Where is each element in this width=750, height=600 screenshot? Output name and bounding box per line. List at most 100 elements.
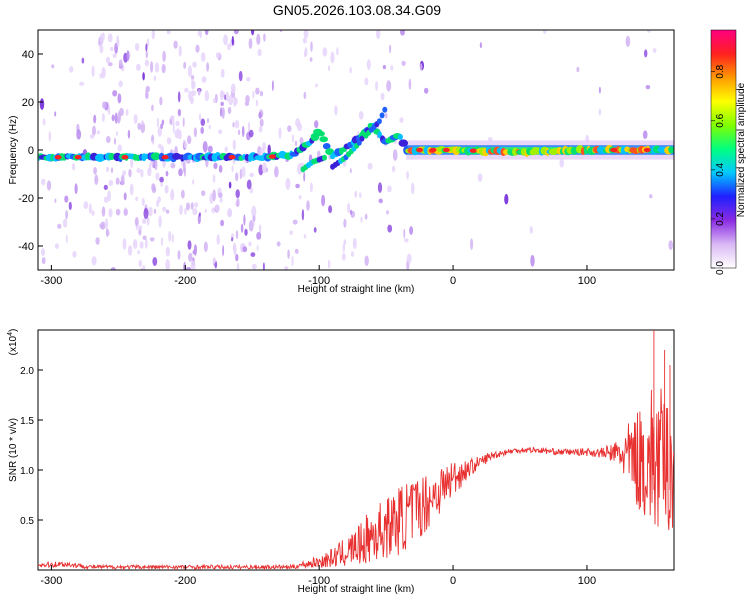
noise-speckle — [177, 108, 182, 117]
noise-speckle — [321, 194, 326, 207]
noise-speckle — [244, 228, 248, 236]
carrier-blob — [325, 148, 334, 156]
noise-speckle — [644, 49, 648, 58]
y-tick-label: 20 — [22, 97, 34, 109]
noise-speckle — [543, 30, 547, 34]
noise-speckle — [42, 118, 46, 126]
noise-speckle — [347, 202, 351, 214]
noise-speckle — [201, 190, 206, 197]
noise-speckle — [142, 235, 147, 241]
noise-speckle — [378, 198, 383, 204]
noise-speckle — [303, 171, 306, 182]
x-tick-label: 100 — [578, 575, 596, 587]
noise-speckle — [387, 224, 393, 233]
noise-speckle — [160, 237, 164, 247]
noise-speckle — [359, 192, 362, 199]
noise-speckle — [202, 141, 208, 153]
noise-speckle — [247, 121, 251, 134]
noise-speckle — [246, 77, 251, 82]
noise-speckle — [207, 118, 209, 124]
noise-speckle — [235, 172, 239, 182]
noise-speckle — [222, 245, 225, 257]
noise-speckle — [177, 250, 181, 260]
noise-speckle — [647, 30, 651, 33]
noise-speckle — [117, 144, 123, 152]
noise-speckle — [220, 101, 224, 107]
noise-speckle — [177, 127, 180, 135]
noise-speckle — [387, 185, 392, 193]
carrier-peak — [161, 155, 169, 160]
noise-speckle — [169, 118, 173, 125]
noise-speckle — [110, 46, 114, 52]
spectrogram-y-ticks: -40 -20 0 20 40 — [18, 49, 43, 253]
branch-blob — [382, 106, 388, 113]
noise-speckle — [258, 224, 262, 235]
snr-y-ticks: 0.5 1.0 1.5 2.0 — [20, 366, 43, 527]
noise-speckle — [117, 39, 120, 48]
noise-speckle — [183, 142, 188, 148]
noise-speckle — [62, 218, 68, 228]
noise-speckle — [46, 180, 52, 191]
x-tick-label: -300 — [40, 575, 62, 587]
noise-speckle — [157, 126, 162, 137]
noise-speckle — [334, 105, 338, 116]
noise-speckle — [158, 143, 162, 149]
noise-speckle — [150, 61, 154, 73]
noise-speckle — [231, 237, 234, 242]
noise-speckle — [68, 201, 72, 211]
noise-speckle — [129, 183, 134, 196]
noise-speckle — [65, 234, 68, 244]
noise-speckle — [259, 90, 264, 97]
noise-speckle — [211, 207, 216, 214]
noise-speckle — [159, 96, 163, 106]
noise-speckle — [146, 216, 150, 226]
noise-speckle — [295, 118, 301, 128]
noise-speckle — [386, 80, 392, 92]
noise-speckle — [193, 127, 197, 138]
noise-speckle — [114, 112, 118, 124]
noise-speckle — [161, 63, 166, 74]
noise-speckle — [375, 81, 379, 91]
noise-speckle — [354, 190, 358, 198]
noise-speckle — [380, 92, 385, 101]
colorbar-gradient — [710, 29, 737, 269]
noise-speckle — [342, 252, 346, 261]
noise-speckle — [54, 243, 59, 249]
noise-speckle — [187, 65, 193, 78]
noise-speckle — [274, 166, 279, 178]
noise-speckle — [135, 196, 139, 202]
noise-speckle — [241, 166, 246, 178]
noise-speckle — [143, 207, 149, 220]
x-tick-label: 100 — [578, 275, 596, 287]
noise-speckle — [241, 125, 245, 138]
noise-speckle — [349, 66, 352, 74]
noise-speckle — [153, 208, 157, 214]
carrier-peak — [442, 147, 450, 153]
snr-panel: -300 -200 -100 0 100 0.5 1.0 1.5 2.0 Height of … — [7, 329, 675, 595]
noise-speckle — [291, 255, 294, 267]
noise-speckle — [213, 98, 216, 104]
noise-speckle — [120, 174, 125, 186]
noise-speckle — [330, 51, 335, 64]
carrier-peak — [610, 147, 618, 153]
noise-speckle — [235, 230, 239, 240]
noise-speckle — [123, 208, 128, 216]
noise-speckle — [175, 120, 180, 127]
noise-speckle — [191, 75, 195, 80]
noise-speckle — [136, 63, 141, 71]
noise-speckle — [194, 202, 199, 208]
x-tick-label: -100 — [308, 575, 330, 587]
y-tick-label: 1.0 — [20, 466, 34, 477]
noise-speckle — [204, 208, 207, 214]
noise-speckle — [327, 259, 331, 269]
noise-speckle — [309, 57, 313, 62]
noise-speckle — [188, 252, 193, 262]
noise-speckle — [141, 197, 145, 206]
noise-speckle — [152, 257, 158, 266]
noise-speckle — [198, 212, 201, 217]
noise-speckle — [93, 114, 97, 124]
noise-speckle — [133, 114, 138, 124]
spectrogram-plot-area — [38, 30, 674, 270]
noise-speckle — [145, 43, 148, 52]
